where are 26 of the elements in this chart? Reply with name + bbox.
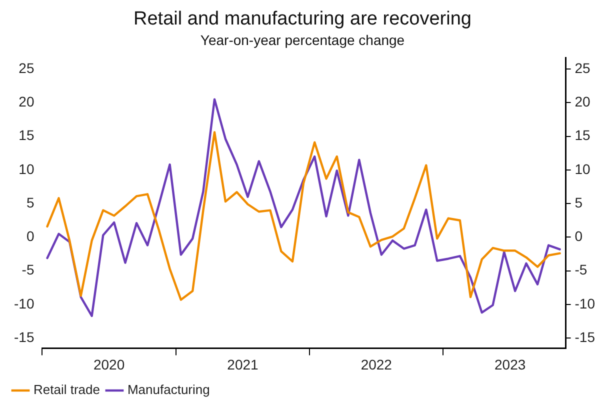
y-tick-label: 0 <box>26 228 34 244</box>
y2-tick-label: 15 <box>574 127 591 144</box>
y2-tick-label: -15 <box>574 328 596 345</box>
y2-tick-label: 10 <box>574 160 591 177</box>
y-tick-label: -15 <box>14 328 34 345</box>
chart-title: Retail and manufacturing are recovering <box>134 8 472 30</box>
y2-tick-label: -5 <box>574 262 588 278</box>
x-tick-label: 2023 <box>494 356 526 372</box>
y-tick-label: -5 <box>22 262 34 278</box>
chart-subtitle: Year-on-year percentage change <box>200 32 405 48</box>
legend-label: Retail trade <box>34 382 100 398</box>
y-tick-label: 10 <box>18 160 34 177</box>
y2-tick-label: 0 <box>574 228 583 244</box>
y-tick-label: 5 <box>26 194 34 210</box>
x-tick-label: 2021 <box>227 356 259 372</box>
x-tick-label: 2022 <box>360 356 392 372</box>
legend-label: Manufacturing <box>127 382 210 398</box>
y-tick-label: 15 <box>18 127 34 144</box>
y-tick-label: 25 <box>18 60 34 76</box>
y2-tick-label: 20 <box>574 94 591 110</box>
y2-tick-label: -10 <box>574 295 596 312</box>
y2-tick-label: 25 <box>574 60 591 76</box>
y-tick-label: -10 <box>14 295 34 312</box>
y-tick-label: 20 <box>18 94 34 110</box>
y2-tick-label: 5 <box>574 194 583 210</box>
x-tick-label: 2020 <box>93 356 125 372</box>
